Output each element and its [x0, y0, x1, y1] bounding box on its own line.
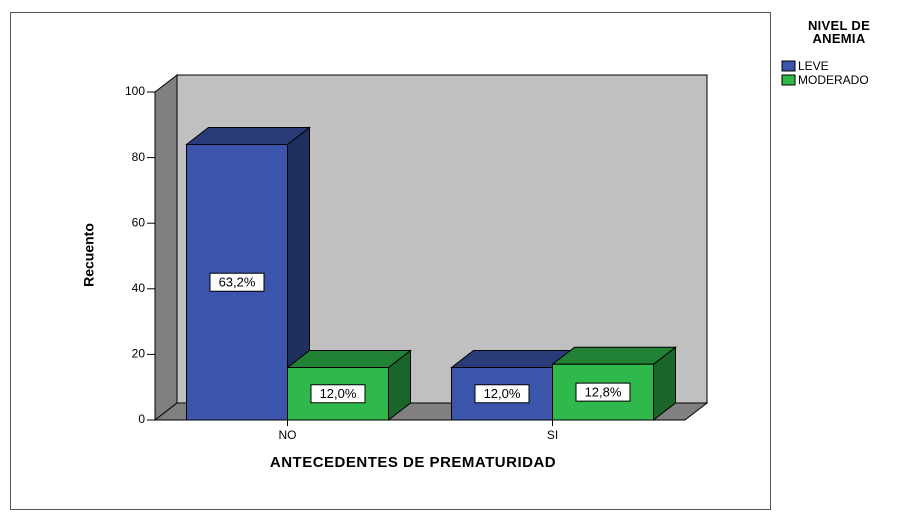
- data-label: 12,0%: [320, 386, 357, 401]
- y-tick-label: 40: [132, 281, 146, 295]
- y-tick-label: 0: [138, 412, 145, 426]
- bar-top: [185, 126, 311, 145]
- x-tick-label: SI: [547, 428, 558, 442]
- data-label: 12,8%: [585, 385, 622, 400]
- bar-top: [286, 350, 412, 369]
- data-label-box: [310, 384, 366, 404]
- legend-title: NIVEL DE ANEMIA: [807, 18, 871, 46]
- data-label-box: [209, 272, 265, 292]
- x-axis-title: ANTECEDENTES DE PREMATURIDAD: [270, 454, 556, 471]
- y-tick-label: 100: [125, 84, 145, 98]
- data-label-box: [474, 384, 530, 404]
- x-tick-label: NO: [279, 428, 297, 442]
- bar-top: [551, 346, 677, 365]
- left-wall: [154, 73, 178, 422]
- y-tick-label: 20: [132, 347, 146, 361]
- legend-swatch: [781, 74, 796, 86]
- y-axis-title: Recuento: [81, 223, 97, 287]
- data-label-box: [575, 382, 631, 402]
- data-label: 12,0%: [484, 386, 521, 401]
- y-tick-label: 60: [132, 215, 146, 229]
- data-label: 63,2%: [219, 275, 256, 290]
- legend-label: LEVE: [798, 59, 829, 73]
- legend-swatch: [781, 60, 796, 72]
- legend-label: MODERADO: [798, 73, 869, 87]
- y-tick-label: 80: [132, 150, 146, 164]
